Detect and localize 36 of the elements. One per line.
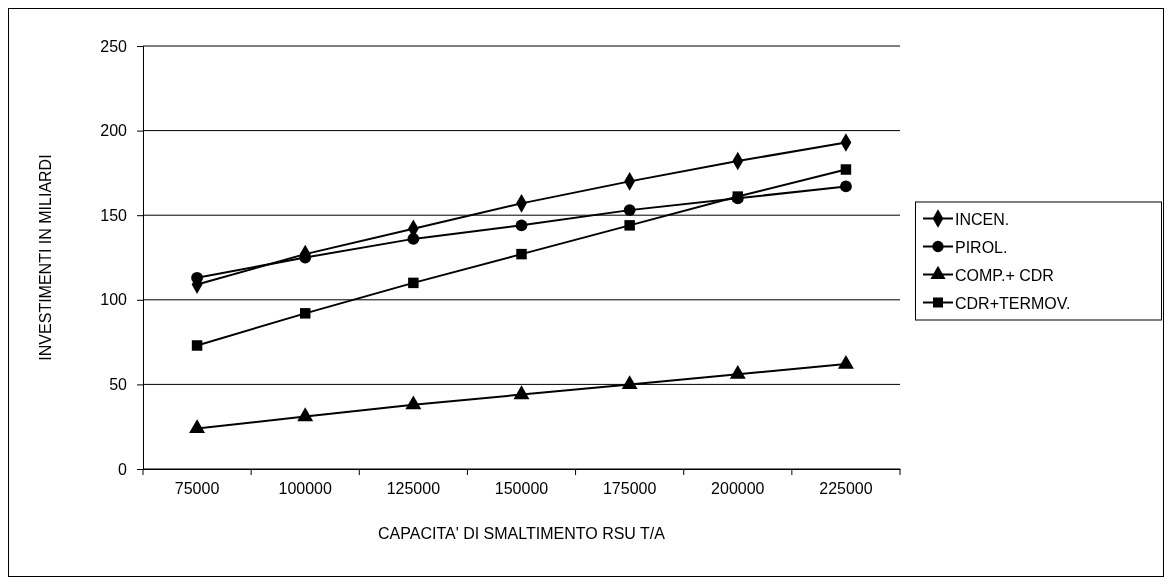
point <box>840 164 852 175</box>
point <box>408 277 419 289</box>
point <box>840 180 852 193</box>
y-tick-label: 0 <box>118 460 128 478</box>
point <box>405 395 422 410</box>
point <box>515 219 528 232</box>
legend-label: COMP.+ CDR <box>955 266 1054 284</box>
x-tick-label: 150000 <box>494 480 549 498</box>
point <box>513 385 530 400</box>
point <box>623 204 636 217</box>
legend-label: PIROL. <box>955 238 1008 256</box>
x-tick-label: 75000 <box>174 480 220 498</box>
x-tick-label: 225000 <box>819 480 873 498</box>
x-tick-label: 125000 <box>386 480 441 498</box>
point <box>837 354 854 369</box>
y-tick-label: 50 <box>109 376 128 394</box>
y-axis-title: INVESTIMENTI IN MILIARDI <box>37 154 54 361</box>
y-tick-label: 100 <box>100 291 128 309</box>
point <box>516 248 527 260</box>
y-tick-label: 250 <box>100 37 128 55</box>
point <box>407 232 420 245</box>
point <box>621 375 638 389</box>
legend-label: INCEN. <box>955 210 1010 228</box>
x-tick-label: 175000 <box>602 480 657 498</box>
point <box>624 220 635 231</box>
point <box>191 340 203 351</box>
y-tick-label: 150 <box>100 206 128 224</box>
x-axis-title: CAPACITA' DI SMALTIMENTO RSU T/A <box>378 525 666 542</box>
point <box>299 308 311 319</box>
point <box>729 365 746 379</box>
legend-label: CDR+TERMOV. <box>955 294 1071 312</box>
point <box>189 419 206 433</box>
y-tick-label: 200 <box>100 122 128 140</box>
x-tick-label: 100000 <box>278 480 333 498</box>
point <box>297 407 314 422</box>
x-tick-label: 200000 <box>711 480 765 498</box>
